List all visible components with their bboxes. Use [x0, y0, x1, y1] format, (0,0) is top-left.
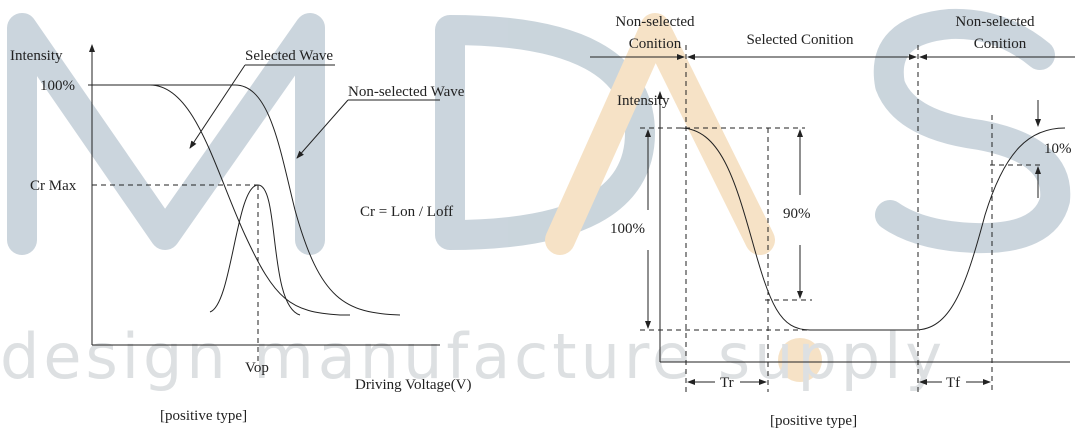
selected-curve [149, 84, 350, 316]
caption: [positive type] [770, 413, 857, 429]
contrast-curve [209, 184, 301, 316]
right-diagram: Non-selected Conition Selected Conition … [590, 14, 1075, 429]
formula: Cr = Lon / Loff [360, 204, 453, 220]
watermark: design manufacture supply [0, 8, 1071, 393]
caption: [positive type] [160, 408, 247, 424]
pointer [296, 99, 349, 159]
label: 100% [610, 221, 645, 237]
label: Cr Max [30, 178, 77, 194]
x-label: Driving Voltage(V) [355, 377, 472, 393]
header: Non-selected [955, 14, 1035, 30]
label: Tf [946, 375, 960, 391]
label: Tr [720, 375, 734, 391]
label: Vop [245, 360, 269, 376]
left-diagram: Intensity 100% Cr Max Selected Wave Non-… [10, 44, 472, 424]
watermark-tagline: design manufacture supply [0, 320, 946, 393]
header: Conition [974, 36, 1027, 52]
y-label: Intensity [10, 48, 63, 64]
label: Non-selected Wave [348, 84, 465, 100]
label: 90% [783, 206, 811, 222]
pointer [189, 64, 246, 149]
response-curve [679, 127, 1066, 331]
header: Selected Conition [746, 32, 854, 48]
header: Non-selected [615, 14, 695, 30]
label: Selected Wave [245, 48, 333, 64]
label: 10% [1044, 141, 1072, 157]
header: Conition [629, 36, 682, 52]
label: 100% [40, 78, 75, 94]
non-selected-curve [150, 84, 401, 316]
y-label: Intensity [617, 93, 670, 109]
